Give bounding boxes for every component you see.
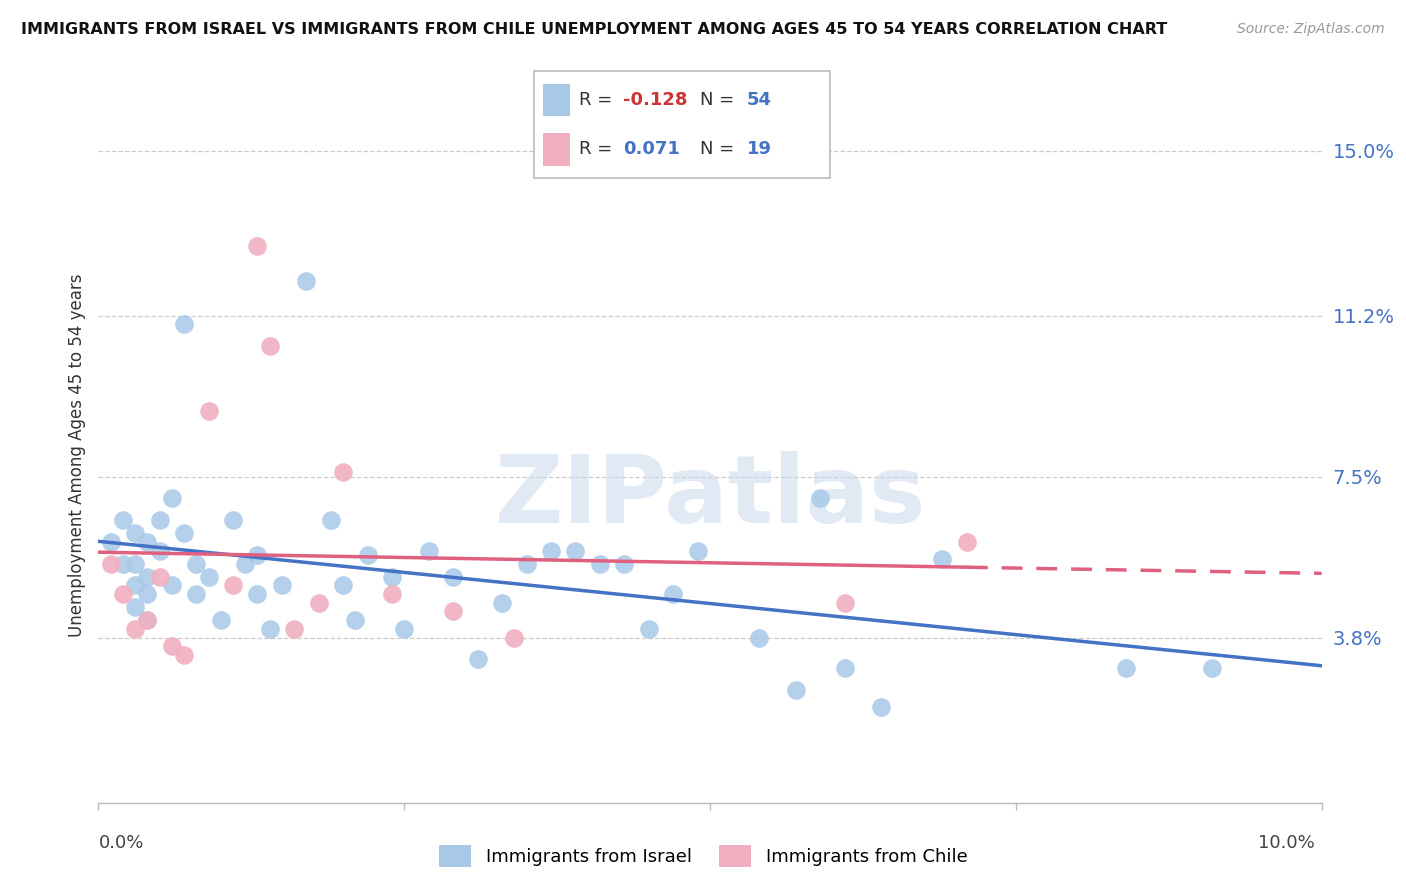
Legend: Immigrants from Israel, Immigrants from Chile: Immigrants from Israel, Immigrants from …: [432, 838, 974, 874]
Text: -0.128: -0.128: [623, 91, 688, 109]
Point: [808, 491, 831, 506]
Text: 0.071: 0.071: [623, 141, 679, 159]
Point: [160, 491, 183, 506]
Text: IMMIGRANTS FROM ISRAEL VS IMMIGRANTS FROM CHILE UNEMPLOYMENT AMONG AGES 45 TO 54: IMMIGRANTS FROM ISRAEL VS IMMIGRANTS FRO…: [21, 22, 1167, 37]
Text: 10.0%: 10.0%: [1258, 834, 1315, 852]
Point: [418, 543, 440, 558]
Point: [344, 613, 367, 627]
Point: [111, 587, 134, 601]
Text: N =: N =: [700, 91, 740, 109]
Point: [319, 513, 342, 527]
Point: [149, 543, 172, 558]
Text: 54: 54: [747, 91, 772, 109]
Point: [613, 557, 636, 571]
Text: 19: 19: [747, 141, 772, 159]
Point: [222, 578, 245, 592]
Point: [1115, 661, 1137, 675]
Point: [356, 548, 378, 562]
Point: [931, 552, 953, 566]
Text: R =: R =: [579, 141, 617, 159]
Bar: [543, 84, 569, 116]
Point: [136, 613, 159, 627]
Point: [209, 613, 232, 627]
Point: [197, 404, 219, 418]
Text: N =: N =: [700, 141, 740, 159]
Point: [1201, 661, 1223, 675]
Point: [186, 587, 208, 601]
Point: [441, 605, 464, 619]
Text: R =: R =: [579, 91, 617, 109]
Point: [160, 578, 183, 592]
Point: [441, 570, 464, 584]
Text: ZIPatlas: ZIPatlas: [495, 450, 925, 542]
Point: [332, 466, 354, 480]
Point: [124, 557, 146, 571]
Point: [540, 543, 562, 558]
Point: [111, 557, 134, 571]
Point: [124, 526, 146, 541]
Point: [222, 513, 245, 527]
Point: [246, 587, 269, 601]
FancyBboxPatch shape: [534, 71, 830, 178]
Point: [516, 557, 538, 571]
Point: [956, 535, 979, 549]
Point: [136, 570, 159, 584]
Point: [197, 570, 219, 584]
Point: [186, 557, 208, 571]
Point: [136, 587, 159, 601]
Point: [173, 648, 195, 662]
Text: Source: ZipAtlas.com: Source: ZipAtlas.com: [1237, 22, 1385, 37]
Point: [270, 578, 292, 592]
Point: [834, 661, 856, 675]
Bar: [543, 134, 569, 166]
Point: [136, 613, 159, 627]
Point: [124, 622, 146, 636]
Point: [662, 587, 685, 601]
Point: [467, 652, 489, 666]
Point: [637, 622, 661, 636]
Point: [834, 596, 856, 610]
Point: [295, 274, 318, 288]
Point: [124, 600, 146, 615]
Y-axis label: Unemployment Among Ages 45 to 54 years: Unemployment Among Ages 45 to 54 years: [67, 273, 86, 637]
Point: [173, 318, 195, 332]
Point: [870, 700, 893, 714]
Point: [381, 587, 404, 601]
Point: [283, 622, 305, 636]
Point: [246, 239, 269, 253]
Point: [124, 578, 146, 592]
Point: [392, 622, 416, 636]
Point: [564, 543, 586, 558]
Point: [308, 596, 330, 610]
Point: [589, 557, 612, 571]
Point: [259, 339, 281, 353]
Point: [332, 578, 354, 592]
Text: 0.0%: 0.0%: [98, 834, 143, 852]
Point: [160, 639, 183, 653]
Point: [381, 570, 404, 584]
Point: [503, 631, 526, 645]
Point: [246, 548, 269, 562]
Point: [100, 535, 122, 549]
Point: [149, 570, 172, 584]
Point: [149, 513, 172, 527]
Point: [748, 631, 770, 645]
Point: [100, 557, 122, 571]
Point: [491, 596, 513, 610]
Point: [136, 535, 159, 549]
Point: [233, 557, 256, 571]
Point: [111, 513, 134, 527]
Point: [785, 682, 807, 697]
Point: [686, 543, 709, 558]
Point: [259, 622, 281, 636]
Point: [173, 526, 195, 541]
